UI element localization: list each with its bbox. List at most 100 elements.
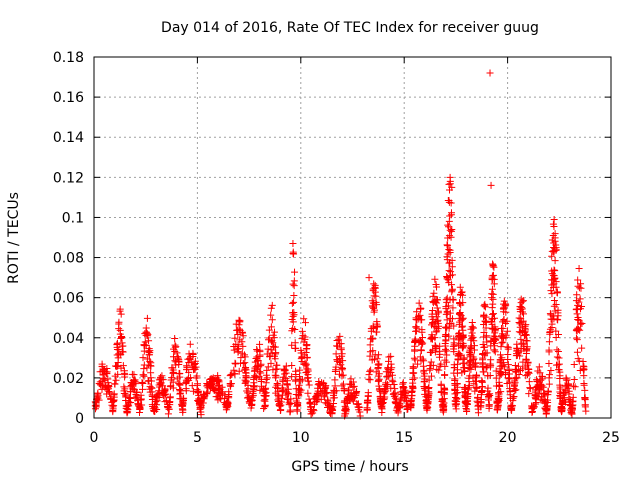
data-point [580, 381, 588, 389]
data-point [477, 403, 485, 411]
data-point [186, 354, 194, 362]
data-point [143, 314, 151, 322]
data-point [236, 318, 244, 326]
data-point [283, 377, 291, 385]
data-point [187, 359, 195, 367]
data-point [340, 387, 348, 395]
data-point [337, 361, 345, 369]
data-point [492, 374, 500, 382]
data-point [271, 371, 279, 379]
data-point [570, 361, 578, 369]
data-point [260, 404, 268, 412]
data-point [535, 363, 543, 371]
data-point [418, 340, 426, 348]
data-point [281, 370, 289, 378]
data-point [488, 285, 496, 293]
data-point [375, 386, 383, 394]
data-point [332, 363, 340, 371]
data-point [483, 349, 491, 357]
data-point [272, 349, 280, 357]
data-point [573, 336, 581, 344]
data-point [165, 403, 173, 411]
data-point [291, 339, 299, 347]
data-point [440, 385, 448, 393]
data-point [457, 289, 465, 297]
data-point [444, 250, 452, 258]
data-point [573, 291, 581, 299]
data-point [441, 345, 449, 353]
data-point [478, 377, 486, 385]
data-point [248, 400, 256, 408]
data-point [428, 372, 436, 380]
data-point [523, 371, 531, 379]
data-point [449, 271, 457, 279]
plot-frame [93, 56, 612, 419]
data-point [364, 392, 372, 400]
data-point [448, 285, 456, 293]
data-point [569, 397, 577, 405]
data-point [187, 353, 195, 361]
data-point [499, 330, 507, 338]
data-point [547, 366, 555, 374]
data-point [299, 332, 307, 340]
data-point [129, 377, 137, 385]
data-point [261, 401, 269, 409]
data-point [338, 372, 346, 380]
data-point [303, 365, 311, 373]
data-point [234, 341, 242, 349]
data-point [502, 301, 510, 309]
data-point [447, 233, 455, 241]
data-point [561, 394, 569, 402]
data-point [550, 215, 558, 223]
data-point [241, 366, 249, 374]
data-point [375, 351, 383, 359]
data-point [494, 402, 502, 410]
data-point [523, 337, 531, 345]
data-point [467, 342, 475, 350]
data-point [261, 403, 269, 411]
data-point [116, 305, 124, 313]
data-point [369, 335, 377, 343]
data-point [310, 400, 318, 408]
y-tick-label: 0.06 [53, 291, 84, 307]
data-point [239, 342, 247, 350]
data-point [113, 351, 121, 359]
data-point [365, 274, 373, 282]
data-point [448, 183, 456, 191]
data-point [249, 388, 257, 396]
data-point [139, 380, 147, 388]
data-point [535, 378, 543, 386]
data-point [119, 342, 127, 350]
data-point [434, 319, 442, 327]
data-point [491, 348, 499, 356]
data-point [169, 378, 177, 386]
data-point [295, 385, 303, 393]
data-point [375, 375, 383, 383]
data-point [410, 354, 418, 362]
data-point [468, 335, 476, 343]
data-point [110, 390, 118, 398]
data-point [257, 369, 265, 377]
data-point [182, 376, 190, 384]
data-point [568, 404, 576, 412]
data-point [504, 345, 512, 353]
data-point [203, 390, 211, 398]
data-point [456, 283, 464, 291]
data-point [510, 385, 518, 393]
data-point [235, 316, 243, 324]
data-point [459, 322, 467, 330]
data-point [236, 336, 244, 344]
data-point [337, 344, 345, 352]
data-point [341, 406, 349, 414]
data-point [502, 320, 510, 328]
data-point [558, 407, 566, 415]
data-point [388, 364, 396, 372]
data-point [537, 385, 545, 393]
data-point [336, 340, 344, 348]
data-point [511, 375, 519, 383]
data-point [256, 352, 264, 360]
data-point [550, 266, 558, 274]
data-point [250, 383, 258, 391]
data-point [301, 359, 309, 367]
data-point [285, 399, 293, 407]
